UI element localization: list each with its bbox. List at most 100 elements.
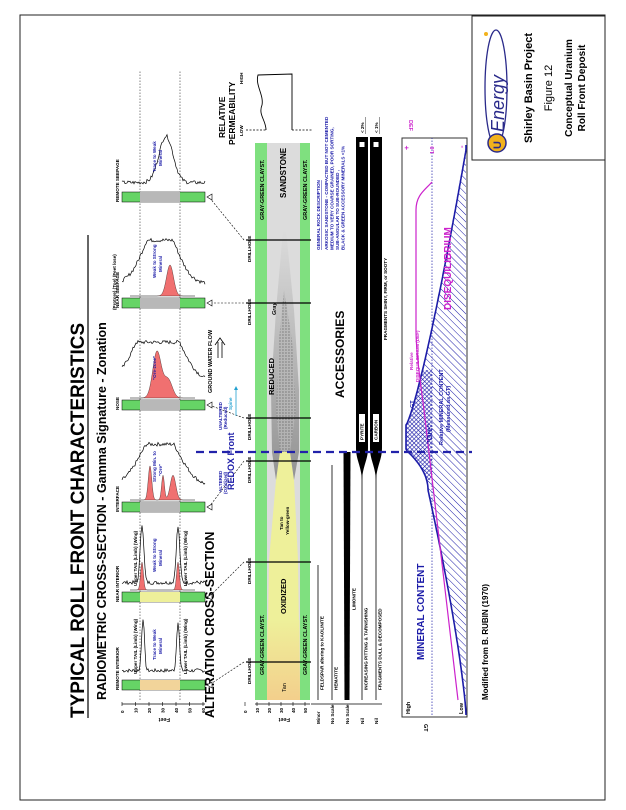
reduced-stipple bbox=[276, 290, 296, 452]
rock-description-lines: ARKOSIC SANDSTONE - COMPACTED BUT NOT CE… bbox=[324, 116, 346, 250]
relative-mineral-label-2: (Measured as GT) bbox=[446, 386, 452, 432]
log-annotation: Trace to Weak bbox=[152, 629, 157, 660]
accessory-scale: Minor bbox=[316, 711, 321, 724]
permeability-title-2: PERMEABILITY bbox=[227, 81, 237, 145]
mineral-content-graph: High Low GT DEF + 1.0 - MINERAL CONTENT DISEQUIL… bbox=[401, 120, 468, 732]
gamma-log: INTERFACE Strong Min. to "Ore" bbox=[115, 441, 206, 513]
limonite-bar bbox=[343, 452, 351, 700]
rock-description-line: BLACK & GREEN ACCESSORY MINERALS <1% bbox=[341, 146, 346, 250]
depth-tick-label: 30 bbox=[161, 707, 166, 713]
depth-tick-label: 20 bbox=[147, 707, 152, 713]
drillholes: DRILLHOLE DRILLHOLE DRILLHOLE DRILLHOLE DRIL… bbox=[206, 193, 311, 689]
svg-text:U: U bbox=[492, 141, 504, 149]
accessory-row: FELDSPAR altering to KAOLINITE bbox=[317, 565, 325, 700]
radiometric-depth-axis: Feet 0 10 20 30 40 50 60 bbox=[120, 702, 206, 722]
bar-label-box bbox=[359, 414, 365, 442]
upper-claystone-right-label: GRAY-GREEN CLAYST. bbox=[260, 159, 266, 220]
lower-claystone-left-label: GRAY-GREEN CLAYST. bbox=[303, 614, 309, 675]
pointer-arrowhead-icon bbox=[206, 193, 213, 201]
log-name: INTERFACE bbox=[115, 486, 120, 512]
rock-description-title: GENERAL ROCK DESCRIPTION bbox=[316, 179, 321, 250]
depth-tick-label: 10 bbox=[134, 707, 139, 713]
permeability-low: LOW bbox=[239, 125, 244, 136]
ore-fill bbox=[130, 350, 195, 399]
graph-high-label: High bbox=[406, 701, 412, 714]
lithology-sand bbox=[140, 680, 180, 690]
def-axis-label: DEF bbox=[407, 120, 413, 132]
accessory-row: HEMATITE bbox=[331, 465, 339, 700]
log-annotation: "Ore" bbox=[158, 464, 163, 476]
gamma-log: NEAR INTERIOR Weak to Strong Mineral Upper … bbox=[115, 525, 206, 603]
accessory-label: INCREASING PITTING & TARNISHING bbox=[364, 607, 369, 690]
accessory-max: < 2% bbox=[360, 122, 365, 133]
accessory-scale: Nil bbox=[374, 718, 379, 724]
accessory-scale: No Scale bbox=[345, 704, 350, 724]
rock-description-line: SUB-ANGULAR TO SUB-ROUNDED , bbox=[335, 170, 340, 250]
title-block: U Energy Shirley Basin Project Figure 12… bbox=[471, 15, 606, 161]
log-annotation: "Ore-zone" bbox=[152, 356, 157, 380]
pointer-arrowhead-icon bbox=[206, 503, 213, 511]
depth-tick-label: 40 bbox=[174, 707, 179, 713]
lower-tail-label: Lower TAIL (Limb) (Wing) bbox=[183, 530, 188, 586]
accessory-label: FRAGMENTS DULL & DECOMPOSED bbox=[378, 608, 383, 690]
bar-label-box bbox=[373, 414, 379, 442]
ground-water-flow-arrow-icon bbox=[214, 337, 226, 358]
def-one: 1.0 bbox=[430, 146, 436, 154]
ur-energy-logo: U Energy bbox=[484, 29, 508, 153]
drillhole-pointer bbox=[208, 561, 245, 598]
alteration-depth-label: Feet bbox=[279, 716, 290, 722]
svg-text:Energy: Energy bbox=[488, 74, 508, 132]
drillhole-label: DRILLHOLE bbox=[247, 299, 252, 325]
gamma-log: REMOTE SEEPAGE Trace to Weak Mineral bbox=[115, 133, 206, 203]
gt-hatched-area bbox=[406, 145, 466, 715]
rock-description-line: MEDIUM TO VERY COARSE GRAINED, POOR SORT… bbox=[330, 127, 335, 250]
def-curve bbox=[415, 181, 459, 701]
log-name: NOSE bbox=[115, 397, 120, 410]
alteration-depth-axis: Feet 0 10 20 30 40 50 bbox=[243, 702, 310, 722]
gamma-trace bbox=[121, 525, 206, 586]
radiometric-title: RADIOMETRIC CROSS-SECTION - Gamma Signat… bbox=[95, 322, 109, 700]
unaltered-label-2: (Reduced) bbox=[223, 406, 228, 429]
gamma-trace bbox=[121, 237, 206, 285]
spine-label: Spine bbox=[228, 397, 233, 410]
caption-line-1: Conceptual Uranium bbox=[564, 39, 575, 137]
caption-line-2: Roll Front Deposit bbox=[577, 44, 588, 131]
alteration-depth-tick-label: 10 bbox=[255, 707, 260, 713]
log-annotation: Strong Min. to bbox=[152, 451, 157, 482]
log-annotation: Trace to Weak bbox=[152, 141, 157, 172]
drillhole-label: DRILLHOLE bbox=[247, 236, 252, 262]
sandstone-label: SANDSTONE bbox=[279, 147, 288, 198]
log-annotation: Mineral bbox=[158, 638, 163, 654]
altered-label-2: (Oxidized) bbox=[223, 471, 228, 494]
def-label-2: DISEQUILIBRIUM (DEF) bbox=[415, 330, 420, 382]
accessory-scale: No Scale bbox=[330, 704, 335, 724]
log-name: NEAR INTERIOR bbox=[115, 565, 120, 602]
permeability-curve bbox=[246, 73, 312, 131]
pointer-arrowhead-icon bbox=[206, 593, 213, 601]
graph-low-label: Low bbox=[459, 702, 465, 714]
disequilibrium-label: DISEQUILIBRIUM bbox=[443, 227, 454, 310]
unaltered-label-1: UNALTERED bbox=[218, 401, 223, 430]
lithology-sand bbox=[140, 192, 180, 202]
project-name: Shirley Basin Project bbox=[523, 33, 535, 143]
alteration-depth-tick-label: 0 bbox=[243, 710, 248, 713]
tan-yellow-label-2: Yellow-green bbox=[285, 506, 290, 535]
lithology-sand bbox=[140, 502, 180, 512]
bar-end-box bbox=[373, 142, 379, 147]
def-plus: + bbox=[402, 145, 411, 150]
gamma-trace bbox=[121, 441, 206, 485]
pointer-arrowhead-icon bbox=[206, 401, 213, 409]
seepage-top-note: (Protore) (Toe) (Feet lose) bbox=[112, 254, 117, 310]
accessory-row: PYRITE < 2% INCREASING PITTING & TARNISHIN… bbox=[356, 117, 369, 700]
accessory-label: HEMATITE bbox=[334, 667, 339, 690]
accessory-max: < 1% bbox=[374, 122, 379, 133]
accessory-note: FRAGMENTS SHINY, FIRM, or SOOTY bbox=[383, 258, 388, 340]
accessories-title: ACCESSORIES bbox=[333, 311, 347, 398]
spine-arrow-icon bbox=[234, 386, 238, 416]
gt-label: GT bbox=[410, 400, 416, 408]
ore-crosshatch bbox=[406, 370, 432, 480]
gt-axis-label: GT bbox=[422, 724, 428, 732]
depth-tick-label: 50 bbox=[188, 707, 193, 713]
depth-tick-label: 0 bbox=[120, 710, 125, 713]
